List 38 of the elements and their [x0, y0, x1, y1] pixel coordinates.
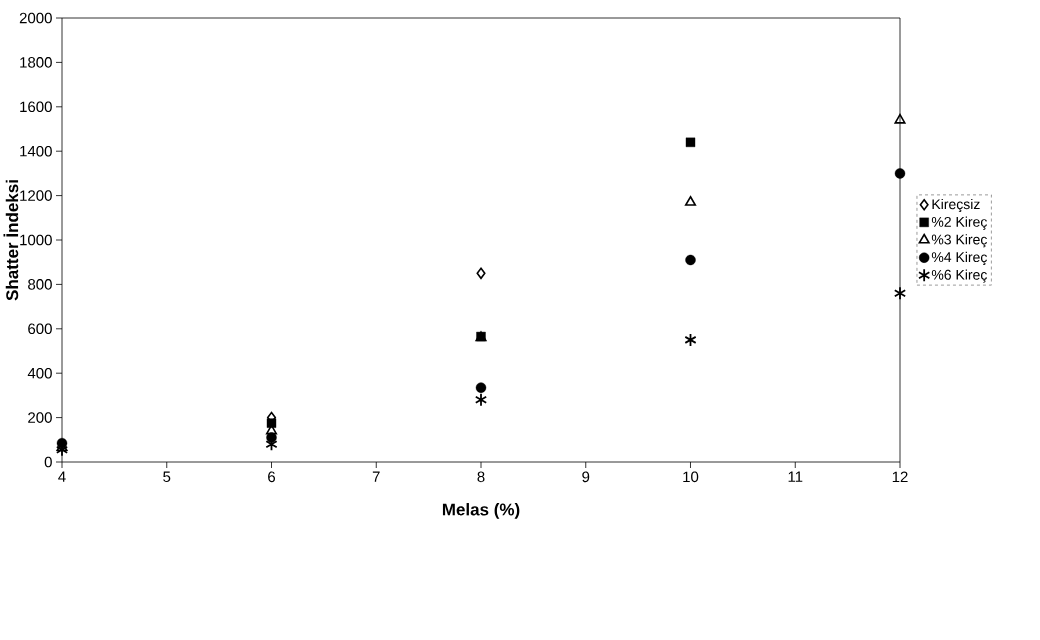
y-tick-label: 800	[28, 279, 52, 290]
point	[266, 432, 277, 443]
x-tick-label: 9	[582, 471, 590, 483]
point	[685, 254, 696, 266]
x-tick-label: 10	[683, 471, 699, 483]
x-tick-label: 5	[163, 471, 171, 482]
y-tick-label: 2000	[19, 12, 52, 24]
legend-label: %4 Kireç	[931, 251, 987, 265]
y-tick-label: 1200	[20, 190, 52, 201]
x-axis-title: Melas (%)	[442, 503, 520, 519]
point	[685, 137, 696, 148]
point	[684, 195, 697, 206]
x-tick-label: 4	[58, 471, 66, 482]
x-tick-label: 11	[788, 471, 803, 482]
legend-label: %6 Kireç	[931, 269, 987, 283]
x-tick-label: 7	[372, 471, 380, 482]
point	[684, 333, 697, 347]
x-tick-label: 12	[892, 471, 908, 483]
y-tick-label: 400	[27, 367, 52, 379]
y-tick-label: 1800	[20, 57, 52, 68]
point	[894, 113, 906, 124]
point	[476, 267, 486, 280]
y-tick-label: 1000	[20, 234, 52, 246]
point	[474, 392, 488, 407]
y-tick-label: 0	[44, 456, 52, 468]
x-tick-label: 6	[268, 471, 276, 483]
y-axis-title: Shatter İndeksi	[3, 180, 19, 301]
legend-label: %3 Kireç	[931, 234, 987, 248]
x-tick-label: 8	[477, 471, 485, 483]
y-tick-label: 600	[28, 323, 52, 335]
point	[475, 382, 487, 393]
legend-label: %2 Kireç	[931, 216, 987, 230]
y-tick-label: 200	[28, 412, 52, 423]
legend-label: Kireçsiz	[932, 198, 980, 212]
y-tick-label: 1600	[20, 101, 52, 113]
point	[893, 286, 907, 301]
point	[894, 168, 906, 179]
y-tick-label: 1400	[20, 145, 52, 157]
